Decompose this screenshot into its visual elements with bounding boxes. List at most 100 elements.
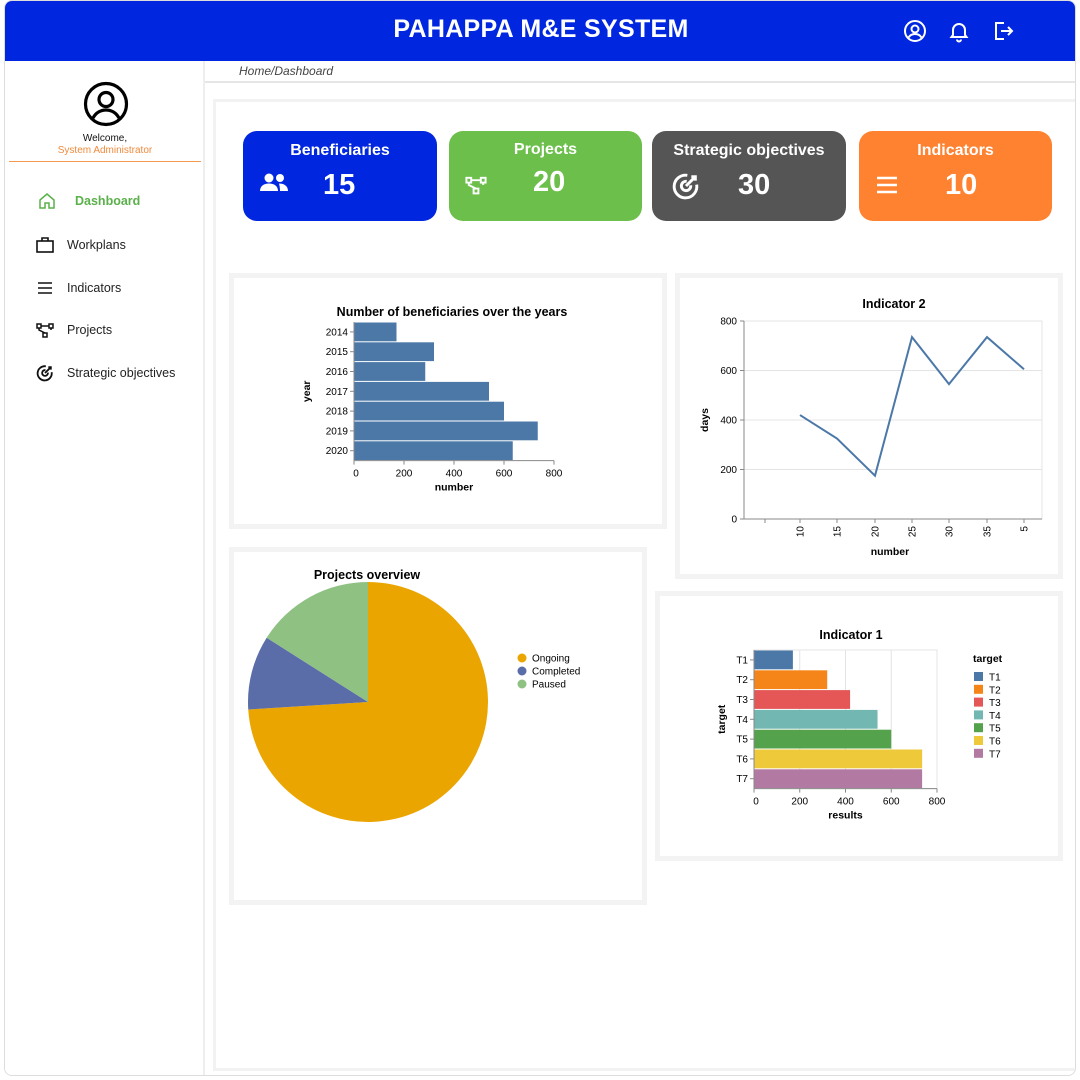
legend-label: T5 (989, 724, 1001, 735)
bar (754, 769, 923, 789)
y-tick-label: 2014 (326, 327, 349, 338)
card-projects[interactable]: Projects 20 (449, 131, 642, 221)
x-tick-label: 30 (945, 526, 956, 538)
sidebar-item-dashboard[interactable]: Dashboard (37, 191, 140, 211)
legend-swatch (974, 697, 983, 707)
pie-slice (266, 582, 368, 702)
card-beneficiaries[interactable]: Beneficiaries 15 (243, 131, 437, 221)
y-tick-label: 2018 (326, 407, 349, 418)
x-tick-label: 200 (396, 469, 413, 480)
legend-label: T2 (989, 685, 1001, 696)
pie-slice (248, 582, 488, 822)
bar (754, 690, 851, 709)
y-tick-label: 200 (720, 465, 737, 476)
y-tick-label: T5 (736, 735, 748, 746)
card-strategic-objectives[interactable]: Strategic objectives 30 (652, 131, 846, 221)
y-axis-label: days (699, 408, 711, 432)
breadcrumb[interactable]: Home/Dashboard (239, 64, 334, 78)
card-value: 10 (945, 169, 978, 201)
user-circle-icon[interactable] (903, 19, 927, 43)
legend-swatch (974, 736, 983, 745)
legend-label: T4 (989, 711, 1001, 722)
target-icon (672, 173, 699, 200)
chart-title: Indicator 2 (862, 297, 925, 311)
legend-swatch (974, 748, 983, 758)
legend-swatch (974, 710, 983, 720)
y-tick-label: 2019 (326, 426, 349, 437)
app-window: PAHAPPA M&E SYSTEM Welcome, System Admin… (4, 0, 1076, 1076)
breadcrumb-bar: Home/Dashboard (205, 61, 1075, 83)
x-tick-label: 20 (871, 526, 882, 538)
users-icon (260, 173, 288, 191)
card-label: Strategic objectives (673, 142, 825, 159)
bar (754, 729, 892, 749)
y-tick-label: T2 (736, 675, 748, 686)
beneficiaries-bar-chart: Number of beneficiaries over the years 20… (301, 305, 567, 494)
legend-swatch (974, 723, 983, 733)
sidebar-item-projects[interactable]: Projects (35, 320, 112, 340)
x-tick-label: 25 (908, 526, 919, 538)
sidebar-item-label: Strategic objectives (67, 366, 176, 380)
bar (354, 322, 397, 342)
x-axis-label: number (435, 482, 474, 494)
bar (354, 362, 426, 381)
card-value: 20 (533, 166, 566, 198)
indicator2-chart-panel: Indicator 2 0 200 400 600 800 10 15 20 25 30 35 5 num… (675, 273, 1063, 579)
sidebar-item-workplans[interactable]: Workplans (35, 235, 126, 255)
y-tick-label: 2020 (326, 446, 349, 457)
pie-slice (248, 637, 368, 710)
legend-swatch (517, 653, 527, 663)
bar (354, 381, 489, 401)
user-role: System Administrator (57, 145, 153, 156)
bar (754, 749, 923, 769)
card-value: 15 (323, 169, 356, 201)
legend-label: Ongoing (532, 654, 570, 665)
y-tick-label: T3 (736, 695, 748, 706)
bar (754, 670, 828, 690)
briefcase-icon (36, 237, 54, 253)
menu-lines-icon (877, 176, 897, 194)
sidebar-item-label: Projects (67, 323, 113, 337)
x-tick-label: 200 (791, 797, 808, 808)
y-tick-label: T7 (736, 774, 748, 785)
card-label: Indicators (917, 142, 994, 159)
app-title: PAHAPPA M&E SYSTEM (393, 15, 689, 43)
legend-title: target (973, 653, 1003, 665)
card-label: Projects (513, 141, 578, 158)
bar (754, 709, 878, 729)
projects-pie-chart: Projects overview Ongoing Completed Paused (248, 568, 580, 822)
sidebar-item-strategic-objectives[interactable]: Strategic objectives (35, 363, 175, 383)
legend-label: T7 (989, 749, 1001, 760)
bell-icon[interactable] (947, 19, 971, 43)
x-tick-label: 15 (833, 526, 844, 538)
legend-label: T3 (989, 698, 1001, 709)
legend-label: T6 (989, 737, 1001, 748)
sidebar-divider (9, 161, 201, 162)
x-tick-label: 10 (796, 526, 807, 538)
network-icon (36, 323, 54, 338)
y-tick-label: 0 (731, 515, 737, 526)
y-tick-label: 800 (720, 317, 737, 328)
top-bar: PAHAPPA M&E SYSTEM (5, 1, 1075, 61)
y-tick-label: 2015 (326, 347, 349, 358)
sidebar-item-indicators[interactable]: Indicators (35, 278, 121, 298)
network-icon (465, 176, 487, 195)
series-line (799, 334, 1025, 478)
bar (754, 650, 793, 670)
welcome-text: Welcome, (82, 133, 128, 144)
bar (354, 401, 504, 421)
chart-title: Indicator 1 (819, 628, 882, 642)
sidebar-item-label: Dashboard (75, 194, 141, 208)
logout-icon[interactable] (991, 19, 1015, 43)
card-indicators[interactable]: Indicators 10 (859, 131, 1052, 221)
sidebar-item-label: Workplans (67, 238, 126, 252)
legend-label: Completed (532, 667, 580, 678)
y-tick-label: 600 (720, 366, 737, 377)
y-axis-label: year (301, 380, 313, 402)
x-tick-label: 600 (883, 797, 900, 808)
legend-swatch (517, 666, 527, 676)
x-tick-label: 800 (546, 469, 563, 480)
y-tick-label: T6 (736, 754, 748, 765)
legend-swatch (974, 684, 983, 694)
y-tick-label: 400 (720, 416, 737, 427)
